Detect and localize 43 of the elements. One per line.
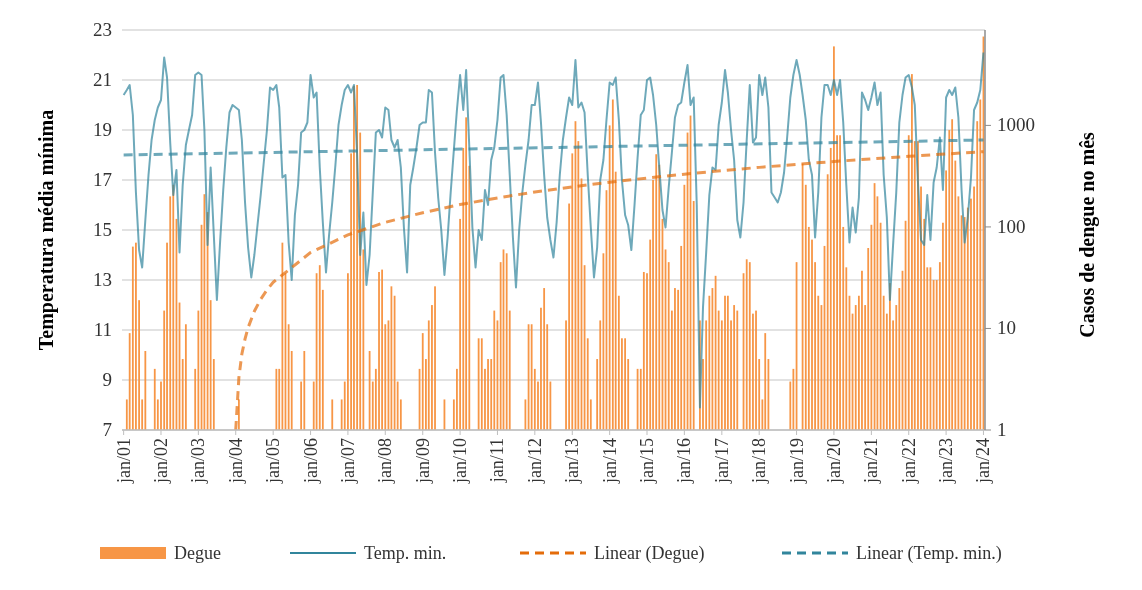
y-tick-label: 23	[93, 19, 112, 40]
x-tick-label: jan/10	[450, 438, 471, 484]
y2-tick-label: 1	[997, 419, 1007, 440]
y-tick-label: 13	[93, 269, 112, 290]
x-tick-label: jan/23	[936, 438, 957, 484]
x-tick-label: jan/01	[113, 438, 134, 484]
x-tick-label: jan/06	[300, 438, 321, 484]
x-tick-label: jan/09	[412, 438, 433, 484]
x-tick-label: jan/12	[524, 438, 545, 484]
x-tick-label: jan/24	[973, 438, 994, 484]
legend-label: Temp. min.	[364, 543, 447, 563]
y2-tick-label: 10	[997, 317, 1016, 339]
x-tick-label: jan/04	[225, 438, 246, 484]
y-tick-label: 15	[93, 219, 112, 240]
x-tick-label: jan/16	[674, 438, 695, 484]
y2-tick-label: 1000	[997, 114, 1035, 136]
legend-label: Linear (Temp. min.)	[856, 543, 1002, 564]
x-tick-label: jan/21	[861, 438, 882, 484]
x-tick-label: jan/13	[562, 438, 583, 484]
y2-tick-label: 100	[997, 215, 1026, 237]
x-tick-label: jan/11	[487, 438, 508, 484]
x-tick-label: jan/20	[823, 438, 844, 484]
legend-label: Degue	[174, 543, 221, 563]
legend-label: Linear (Degue)	[594, 543, 705, 564]
x-tick-label: jan/02	[151, 438, 171, 484]
x-tick-label: jan/07	[337, 438, 358, 484]
x-tick-label: jan/17	[711, 438, 732, 484]
y-tick-label: 7	[102, 419, 112, 440]
x-tick-label: jan/08	[375, 438, 396, 484]
x-tick-label: jan/22	[898, 438, 919, 484]
x-tick-label: jan/15	[637, 438, 658, 484]
y-tick-label: 11	[93, 319, 112, 340]
x-tick-label: jan/18	[749, 438, 770, 484]
y-tick-label: 19	[93, 119, 112, 140]
y2-axis-title: Casos de dengue no mês	[1076, 132, 1099, 338]
y-tick-label: 9	[102, 369, 112, 390]
x-tick-label: jan/14	[599, 438, 620, 484]
x-tick-label: jan/03	[188, 438, 209, 484]
y-tick-label: 21	[93, 69, 112, 90]
y-axis-title: Temperatura média mínima	[35, 109, 58, 351]
y-tick-label: 17	[93, 169, 112, 190]
x-tick-label: jan/05	[263, 438, 284, 484]
x-tick-label: jan/19	[786, 438, 807, 484]
